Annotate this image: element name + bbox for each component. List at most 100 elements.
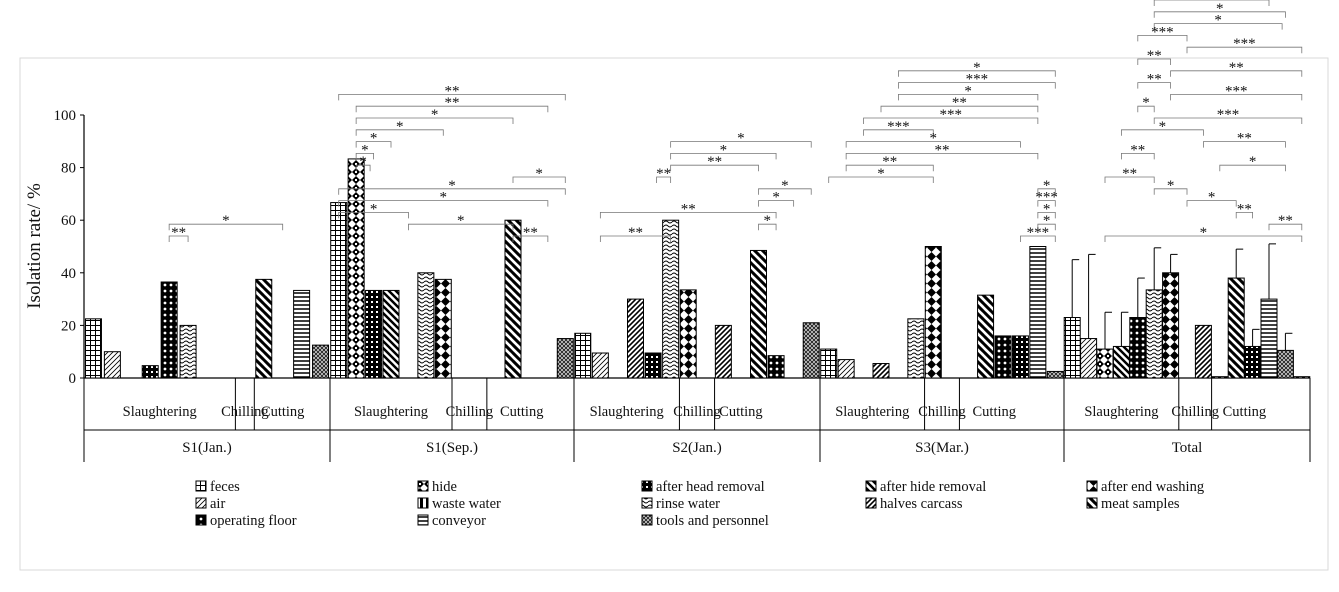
sig-label-3-7: ** xyxy=(935,142,950,158)
sig-bracket-1-1 xyxy=(355,105,549,113)
sig-bracket-4-4 xyxy=(1153,11,1286,18)
legend-label-4: after end washing xyxy=(1101,479,1204,495)
group-label-1: S1(Sep.) xyxy=(426,440,478,456)
sig-bracket-4-6 xyxy=(1137,35,1188,42)
sig-label-3-11: *** xyxy=(1035,190,1058,206)
sig-label-2-8: ** xyxy=(628,225,643,241)
sig-bracket-3-6 xyxy=(845,141,1021,148)
legend-label-3: after hide removal xyxy=(880,479,986,495)
sig-label-2-3: ** xyxy=(656,166,671,182)
legend-label-7: rinse water xyxy=(656,496,720,512)
bar-2-3: halves carcass: 30 xyxy=(627,298,644,379)
bar-2-1: air: 9.5 xyxy=(591,352,609,379)
sig-label-4-6: *** xyxy=(1151,24,1174,40)
legend-swatch-1 xyxy=(417,480,429,492)
sig-bracket-2-3 xyxy=(656,176,672,183)
group-label-0: S1(Jan.) xyxy=(182,440,232,456)
legend-label-6: waste water xyxy=(432,496,501,512)
sig-bracket-4-14 xyxy=(1121,129,1204,136)
stage-label-1-0: Slaughtering xyxy=(354,404,428,420)
bar-3-3: halves carcass: 5.5 xyxy=(872,363,890,379)
sig-bracket-3-4 xyxy=(863,117,1039,124)
stage-label-2-0: Slaughtering xyxy=(590,404,664,420)
sig-label-4-20: * xyxy=(1208,190,1216,206)
legend-label-10: operating floor xyxy=(210,513,297,529)
y-tick-label-100: 100 xyxy=(54,108,77,124)
sig-label-2-6: ** xyxy=(681,201,696,217)
bar-4-9: waste water: 0.5 xyxy=(1211,376,1229,379)
legend-swatch-10 xyxy=(195,514,207,526)
sig-bracket-1-12 xyxy=(512,235,549,242)
sig-label-1-0: ** xyxy=(445,83,460,99)
sig-bracket-3-5 xyxy=(863,129,934,136)
y-tick-label-40: 40 xyxy=(61,266,76,282)
sig-label-4-18: ** xyxy=(1122,166,1137,182)
group-label-3: S3(Mar.) xyxy=(915,440,969,456)
bar-4-14: waste water: 0.5 xyxy=(1293,376,1311,379)
sig-bracket-2-1 xyxy=(670,153,777,160)
sig-label-3-2: * xyxy=(964,83,972,99)
sig-bracket-3-0 xyxy=(898,70,1056,77)
bar-0-0: feces: 22.5 xyxy=(84,318,102,379)
sig-bracket-3-8 xyxy=(845,164,934,172)
sig-label-0-0: * xyxy=(222,213,230,229)
sig-bracket-1-6 xyxy=(355,164,371,172)
sig-label-2-5: * xyxy=(772,190,780,206)
bar-1-10: meat samples: 60 xyxy=(504,219,522,379)
sig-label-4-8: ** xyxy=(1147,48,1162,64)
legend-swatch-3 xyxy=(865,480,877,492)
y-tick-label-0: 0 xyxy=(69,371,77,387)
sig-label-4-23: * xyxy=(1200,225,1208,241)
sig-label-4-11: *** xyxy=(1225,83,1248,99)
group-label-2: S2(Jan.) xyxy=(672,440,722,456)
stage-label-3-2: Cutting xyxy=(973,404,1017,420)
bar-3-9: meat samples: 31.5 xyxy=(977,294,995,379)
sig-bracket-3-9 xyxy=(828,176,934,183)
legend-label-9: meat samples xyxy=(1101,496,1180,512)
sig-bracket-3-1 xyxy=(898,82,1056,89)
bar-2-10: meat samples: 48.5 xyxy=(750,249,767,379)
sig-label-4-7: *** xyxy=(1233,36,1256,52)
category-labels-layer: Slaughtering ChillingCuttingS1(Jan.)Slaug… xyxy=(83,378,1311,462)
bar-4-13: tools and personnel: 10.5 xyxy=(1276,349,1294,379)
stage-label-3-0: Slaughtering xyxy=(835,404,909,420)
bar-2-4: after head removal: 9.5 xyxy=(644,352,662,379)
sig-label-0-1: ** xyxy=(171,225,186,241)
y-axis-label: Isolation rate/ % xyxy=(24,183,45,309)
sig-label-1-4: * xyxy=(370,131,378,147)
bar-4-6: after end washing: 40 xyxy=(1162,272,1180,379)
sig-bracket-4-10 xyxy=(1137,82,1171,89)
sig-label-4-15: ** xyxy=(1237,131,1252,147)
sig-label-1-9: * xyxy=(440,190,448,206)
bar-1-2: after head removal: 33.3 xyxy=(365,289,383,379)
sig-label-3-10: * xyxy=(1043,178,1051,194)
legend-label-2: after head removal xyxy=(656,479,765,495)
sig-bracket-1-7 xyxy=(512,176,566,183)
sig-bracket-1-3 xyxy=(355,129,444,136)
sig-bracket-4-15 xyxy=(1203,141,1286,148)
sig-label-4-14: * xyxy=(1159,119,1167,135)
bar-1-6: after end washing: 37.5 xyxy=(434,278,452,379)
bar-0-11: conveyor: 33.3 xyxy=(293,289,311,379)
sig-bracket-2-2 xyxy=(670,164,759,172)
bar-3-1: air: 7 xyxy=(837,359,855,379)
bar-3-5: rinse water: 22.5 xyxy=(907,318,925,379)
legend-swatch-0 xyxy=(195,480,207,492)
bar-3-12: conveyor: 50 xyxy=(1029,246,1047,379)
stage-label-0-0: Slaughtering xyxy=(123,404,197,420)
sig-label-1-8: * xyxy=(448,178,456,194)
sig-bracket-2-5 xyxy=(758,200,795,207)
sig-label-1-6: * xyxy=(359,154,367,170)
sig-bracket-1-0 xyxy=(338,94,566,101)
figure-border xyxy=(19,57,1329,571)
sig-bracket-0-1 xyxy=(168,235,189,242)
bar-3-6: after end washing: 50 xyxy=(924,246,942,379)
sig-bracket-2-0 xyxy=(670,141,812,148)
sig-bracket-1-10 xyxy=(338,212,409,219)
y-tick-label-20: 20 xyxy=(61,318,76,334)
sig-label-2-4: * xyxy=(781,178,789,194)
sig-label-3-3: ** xyxy=(952,95,967,111)
bar-3-11: after head removal: 16 xyxy=(1011,335,1029,379)
sig-bracket-4-21 xyxy=(1235,212,1253,219)
sig-label-2-2: ** xyxy=(707,154,722,170)
